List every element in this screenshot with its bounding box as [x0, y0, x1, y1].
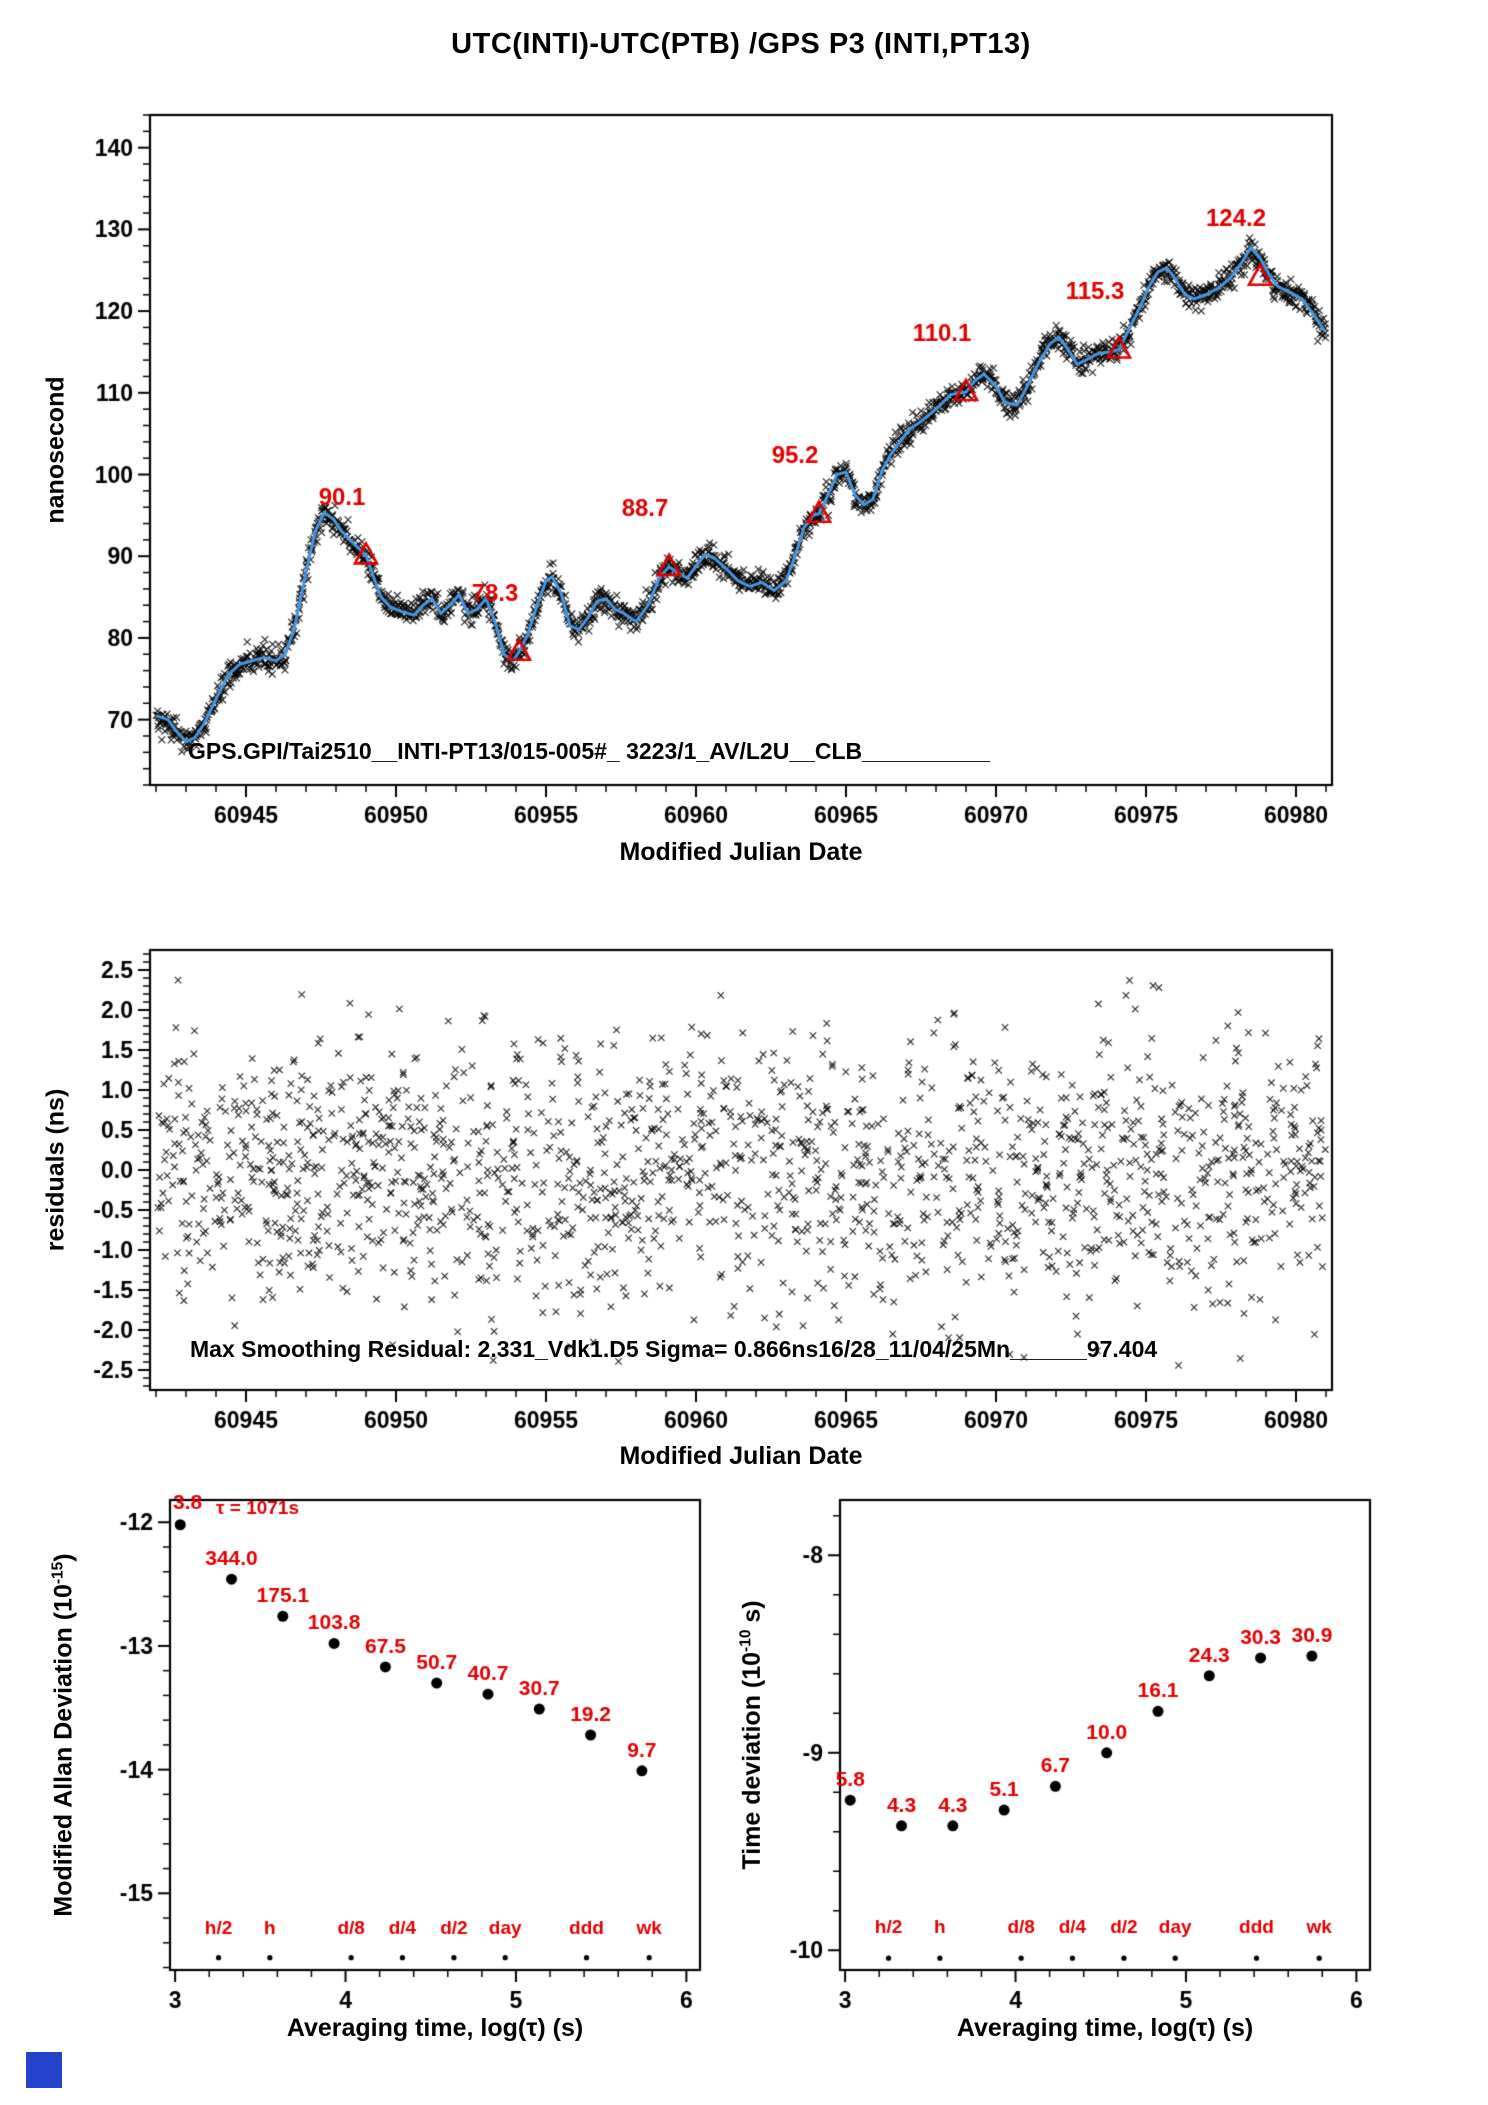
- tdev-ylabel-text: Time deviation (10: [737, 1651, 766, 1870]
- residuals-x-axis-label: Modified Julian Date: [619, 1442, 863, 1470]
- top-plot-annotation: GPS.GPI/Tai2510__INTI-PT13/015-005#_ 322…: [188, 738, 991, 764]
- residuals-y-axis-label: residuals (ns): [41, 1088, 70, 1252]
- tdev-ylabel-suffix: s): [737, 1600, 766, 1630]
- mdev-ylabel-suffix: ): [49, 1553, 78, 1562]
- top-x-axis-label: Modified Julian Date: [619, 838, 863, 866]
- tdev-x-axis-label: Averaging time, log(τ) (s): [956, 2014, 1254, 2042]
- mdev-ylabel-text: Modified Allan Deviation (10: [49, 1584, 78, 1917]
- tdev-y-axis-label: Time deviation (10-10 s): [737, 1600, 766, 1869]
- mdev-x-axis-label: Averaging time, log(τ) (s): [286, 2014, 584, 2042]
- corner-mark: [26, 2052, 62, 2088]
- top-y-axis-label: nanosecond: [41, 376, 70, 524]
- mdev-y-axis-label: Modified Allan Deviation (10-15): [49, 1553, 78, 1916]
- residuals-annotation: Max Smoothing Residual: 2.331_Vdk1.D5 Si…: [190, 1336, 1158, 1362]
- page-title: UTC(INTI)-UTC(PTB) /GPS P3 (INTI,PT13): [451, 28, 1031, 60]
- tdev-ylabel-exponent: -10: [737, 1629, 755, 1652]
- mdev-ylabel-exponent: -15: [49, 1561, 67, 1585]
